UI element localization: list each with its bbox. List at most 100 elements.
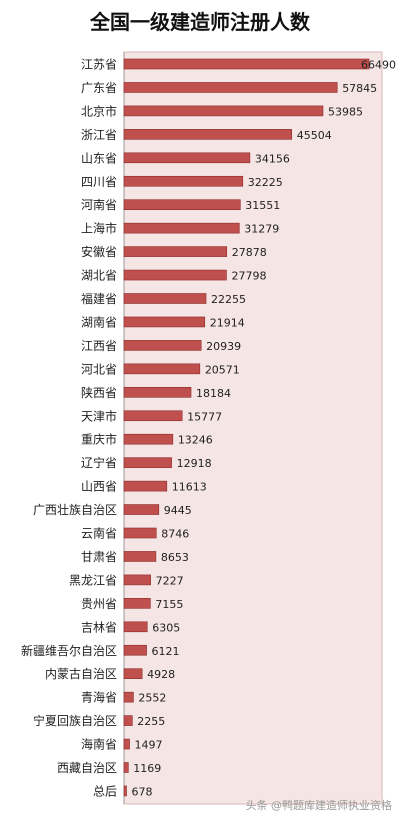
category-label: 新疆维吾尔自治区 xyxy=(21,643,117,658)
category-label: 辽宁省 xyxy=(81,455,117,470)
category-label: 广西壮族自治区 xyxy=(33,503,117,517)
data-label: 32225 xyxy=(248,176,283,189)
category-label: 浙江省 xyxy=(81,128,117,142)
bar xyxy=(123,785,127,797)
category-label: 北京市 xyxy=(81,103,117,118)
category-label: 湖南省 xyxy=(81,314,117,329)
data-label: 6305 xyxy=(152,621,180,634)
data-label: 1169 xyxy=(133,762,161,775)
category-label: 贵州省 xyxy=(81,597,117,611)
category-label: 海南省 xyxy=(81,737,117,752)
bar xyxy=(123,738,130,750)
data-label: 8746 xyxy=(161,528,189,541)
data-label: 53985 xyxy=(328,105,363,118)
data-label: 31279 xyxy=(244,223,279,236)
data-label: 7155 xyxy=(155,598,183,611)
data-label: 678 xyxy=(131,785,152,798)
category-label: 甘肃省 xyxy=(81,550,117,564)
bars-group: 江苏省 66490 广东省 57845 北京市 53985 浙江省 45504 山东省 34156… xyxy=(21,58,396,799)
category-label: 内蒙古自治区 xyxy=(45,666,117,681)
data-label: 11613 xyxy=(172,481,207,494)
category-label: 西藏自治区 xyxy=(57,761,117,775)
bar xyxy=(123,340,202,351)
data-label: 66490 xyxy=(361,59,396,72)
bar xyxy=(123,222,240,234)
data-label: 13246 xyxy=(178,434,213,447)
data-label: 2552 xyxy=(138,692,166,705)
bar xyxy=(123,691,134,703)
category-label: 四川省 xyxy=(81,175,117,189)
bar xyxy=(123,621,148,633)
data-label: 2255 xyxy=(137,715,165,728)
bar xyxy=(123,152,251,164)
category-label: 云南省 xyxy=(81,526,117,541)
data-label: 34156 xyxy=(255,152,290,165)
data-label: 18184 xyxy=(196,387,231,400)
bar xyxy=(123,668,143,680)
category-label: 江西省 xyxy=(81,339,117,353)
data-label: 21914 xyxy=(210,316,245,329)
data-label: 4928 xyxy=(147,668,175,681)
category-label: 安徽省 xyxy=(81,244,117,259)
category-label: 宁夏回族自治区 xyxy=(33,713,117,728)
category-label: 青海省 xyxy=(81,690,117,705)
category-label: 山东省 xyxy=(81,151,117,165)
category-label: 总后 xyxy=(93,784,117,798)
category-label: 上海市 xyxy=(81,221,117,236)
bar xyxy=(123,715,133,726)
category-label: 福建省 xyxy=(81,291,117,306)
bar xyxy=(123,363,201,375)
bar xyxy=(123,105,324,117)
data-label: 27798 xyxy=(231,270,266,283)
data-label: 9445 xyxy=(164,504,192,517)
bar xyxy=(123,175,244,187)
bar xyxy=(123,598,151,609)
data-label: 15777 xyxy=(187,410,222,423)
bar xyxy=(123,644,147,656)
bar xyxy=(123,316,206,328)
watermark: 头条 @鸭题库建造师执业资格 xyxy=(245,799,393,812)
data-label: 20571 xyxy=(205,363,240,376)
bar xyxy=(123,762,129,773)
data-label: 27878 xyxy=(232,246,267,259)
category-label: 河北省 xyxy=(81,362,117,376)
bar xyxy=(123,386,192,398)
category-label: 湖北省 xyxy=(81,268,117,283)
bar xyxy=(123,527,157,539)
bar xyxy=(123,410,183,422)
data-label: 45504 xyxy=(297,129,332,142)
category-label: 黑龙江省 xyxy=(69,573,117,587)
category-label: 山西省 xyxy=(81,480,117,494)
category-label: 广东省 xyxy=(81,81,117,95)
category-label: 江苏省 xyxy=(81,58,117,72)
data-label: 7227 xyxy=(156,574,184,587)
bar xyxy=(123,293,207,304)
bar xyxy=(123,480,168,492)
bar xyxy=(123,574,151,586)
category-label: 吉林省 xyxy=(81,620,117,634)
bar xyxy=(123,199,241,210)
bar xyxy=(123,433,174,445)
data-label: 57845 xyxy=(342,82,377,95)
data-label: 22255 xyxy=(211,293,246,306)
bar xyxy=(123,457,172,468)
bar xyxy=(123,246,228,257)
data-label: 6121 xyxy=(152,645,180,658)
data-label: 31551 xyxy=(245,199,280,212)
data-label: 20939 xyxy=(206,340,241,353)
data-label: 1497 xyxy=(135,739,163,752)
bar xyxy=(123,504,160,515)
bar xyxy=(123,551,157,562)
data-label: 8653 xyxy=(161,551,189,564)
data-label: 12918 xyxy=(177,457,212,470)
bar xyxy=(123,129,293,140)
chart-title: 全国一级建造师注册人数 xyxy=(90,10,310,34)
category-label: 天津市 xyxy=(81,408,117,423)
bar xyxy=(123,82,338,93)
bar xyxy=(123,58,370,70)
category-label: 河南省 xyxy=(81,197,117,212)
category-label: 陕西省 xyxy=(81,385,117,400)
bar xyxy=(123,269,227,281)
category-label: 重庆市 xyxy=(81,432,117,447)
